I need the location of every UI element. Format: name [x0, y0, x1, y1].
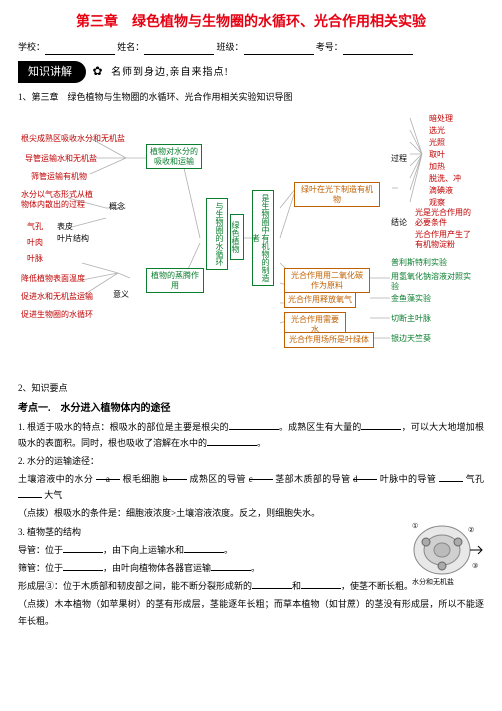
arrow-c: c	[249, 471, 273, 480]
stem-diagram: 水分和无机盐 ① ② ③	[406, 518, 488, 588]
p4a: 导管：位于	[18, 545, 63, 555]
n-r1b: 用氢氧化钠溶液对照实验	[388, 270, 478, 293]
n-c2: 光合作用产生了有机物淀粉	[412, 228, 476, 251]
p5: 筛管：位于 ，由叶向植物体各器官运输 。	[18, 560, 388, 576]
banner-motto: 名师到身边,亲自来指点!	[111, 67, 229, 78]
n-concept: 概念	[106, 200, 128, 214]
p3b: 气孔	[466, 474, 484, 484]
concept-diagram: 根尖成熟区吸收水分和无机盐 导管运输水和无机盐 筛管运输有机物 水分以气态形式从…	[18, 108, 484, 378]
class-label: 班级：	[217, 41, 244, 55]
n-r4b: 银边天竺葵	[388, 332, 434, 346]
p5b: ，由叶向植物体各器官运输	[103, 563, 211, 573]
n-r4: 光合作用场所是叶绿体	[284, 332, 374, 348]
n-i1: 根尖成熟区吸收水分和无机盐	[18, 132, 128, 146]
n-i3: 筛管运输有机物	[28, 170, 90, 184]
n-i9: 叶片结构	[54, 232, 92, 246]
exam-label: 考号：	[316, 41, 343, 55]
n-i6: 叶肉	[24, 236, 46, 250]
n-r2b: 金鱼藻实验	[388, 292, 434, 306]
school-blank[interactable]	[45, 45, 115, 55]
p6b: 和	[292, 581, 301, 591]
n-m2: 植物的蒸腾作用	[146, 268, 204, 293]
p1a: 1. 根适于吸水的特点：根吸水的部位是主要是根尖的	[18, 422, 229, 432]
n-m4: 绿色植物	[230, 214, 244, 260]
arrow-f	[18, 489, 42, 498]
n-i11: 促进水和无机盐运输	[18, 290, 96, 304]
n-r1: 光合作用用二氧化碳作为原料	[284, 268, 370, 293]
class-blank[interactable]	[244, 45, 314, 55]
p2c: 根毛细胞	[123, 474, 161, 484]
svg-text:①: ①	[412, 522, 418, 530]
p2-title: 2. 水分的运输途径：	[18, 453, 484, 469]
svg-text:③: ③	[472, 562, 478, 570]
blank1[interactable]	[229, 421, 279, 430]
form-header: 学校： 姓名： 班级： 考号：	[18, 41, 484, 55]
p5c: 。	[251, 563, 260, 573]
name-blank[interactable]	[144, 45, 214, 55]
svg-text:②: ②	[468, 526, 474, 534]
arrow-e	[439, 473, 463, 482]
blank5[interactable]	[184, 544, 224, 553]
banner-label: 知识讲解	[18, 61, 86, 84]
p5a: 筛管：位于	[18, 563, 63, 573]
arrow-b: b	[163, 471, 187, 480]
n-c1: 光是光合作用的必要条件	[412, 206, 476, 229]
p1b: 。成熟区生有大量的	[279, 422, 362, 432]
p2e: 茎部木质部的导管	[275, 474, 350, 484]
n-i12: 促进生物圈的水循环	[18, 308, 96, 322]
blank9[interactable]	[301, 580, 341, 589]
n-meaning: 意义	[110, 288, 132, 302]
school-label: 学校：	[18, 41, 45, 55]
p2b: 土壤溶液中的水分	[18, 474, 93, 484]
p6a: 形成层③：位于木质部和韧皮部之间，能不断分裂形成新的	[18, 581, 252, 591]
blank7[interactable]	[211, 562, 251, 571]
blank2[interactable]	[361, 421, 401, 430]
n-i4: 水分以气态形式从植物体内散出的过程	[18, 188, 102, 211]
n-r3b: 切断主叶脉	[388, 312, 434, 326]
n-conclabel: 结论	[388, 216, 410, 230]
n-i2: 导管运输水和无机盐	[22, 152, 100, 166]
page-title: 第三章 绿色植物与生物圈的水循环、光合作用相关实验	[18, 12, 484, 33]
p1: 1. 根适于吸水的特点：根吸水的部位是主要是根尖的。成熟区生有大量的，可以大大地…	[18, 419, 484, 451]
n-m5: 是生物圈中有机物的制造者	[252, 190, 274, 286]
p6c: ，使茎不断长粗。	[341, 581, 413, 591]
p4c: 。	[224, 545, 233, 555]
n-m3: 与生物圈的水循环	[206, 198, 228, 270]
kpoint1: 考点一. 水分进入植物体内的途径	[18, 401, 484, 416]
blank8[interactable]	[252, 580, 292, 589]
p3c: 大气	[44, 490, 62, 500]
intro-line: 1、第三章 绿色植物与生物圈的水循环、光合作用相关实验知识导图	[18, 91, 484, 105]
p7: （点拨）木本植物（如苹果树）的茎有形成层，茎能逐年长粗；而草本植物（如甘蔗）的茎…	[18, 596, 484, 628]
arrow-a: a	[96, 471, 120, 480]
arrow-d: d	[353, 471, 377, 480]
p2f: 叶脉中的导管	[380, 474, 436, 484]
section-banner: 知识讲解 ✿ 名师到身边,亲自来指点!	[18, 61, 484, 85]
p4b: ，由下向上运输水和	[103, 545, 184, 555]
name-label: 姓名：	[117, 41, 144, 55]
n-r2: 光合作用释放氧气	[284, 292, 356, 308]
blank3[interactable]	[207, 437, 257, 446]
p3-title: 3. 植物茎的结构	[18, 524, 388, 540]
p2d: 成熟区的导管	[190, 474, 246, 484]
p4: 导管：位于 ，由下向上运输水和 。	[18, 542, 388, 558]
sec2-label: 2、知识要点	[18, 382, 484, 396]
flower-icon: ✿	[93, 64, 103, 78]
n-i10: 降低植物表面温度	[18, 272, 88, 286]
n-i5: 气孔	[24, 220, 46, 234]
n-explabel: 普利斯特利实验	[388, 256, 450, 270]
p2-flow: 土壤溶液中的水分 a 根毛细胞 b 成熟区的导管 c 茎部木质部的导管 d 叶脉…	[18, 471, 484, 503]
blank4[interactable]	[63, 544, 103, 553]
blank6[interactable]	[63, 562, 103, 571]
n-i7: 叶脉	[24, 252, 46, 266]
stem-caption: 水分和无机盐	[412, 577, 454, 586]
p1d: 。	[257, 438, 266, 448]
n-steplabel: 过程	[388, 152, 410, 166]
exam-blank[interactable]	[343, 45, 413, 55]
n-m1: 植物对水分的吸收和运输	[146, 144, 202, 169]
n-rtop: 绿叶在光下制造有机物	[294, 182, 380, 207]
